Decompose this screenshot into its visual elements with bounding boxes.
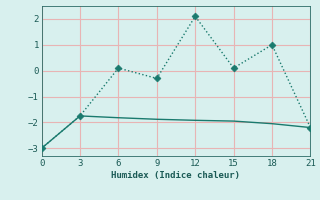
X-axis label: Humidex (Indice chaleur): Humidex (Indice chaleur) — [111, 171, 241, 180]
